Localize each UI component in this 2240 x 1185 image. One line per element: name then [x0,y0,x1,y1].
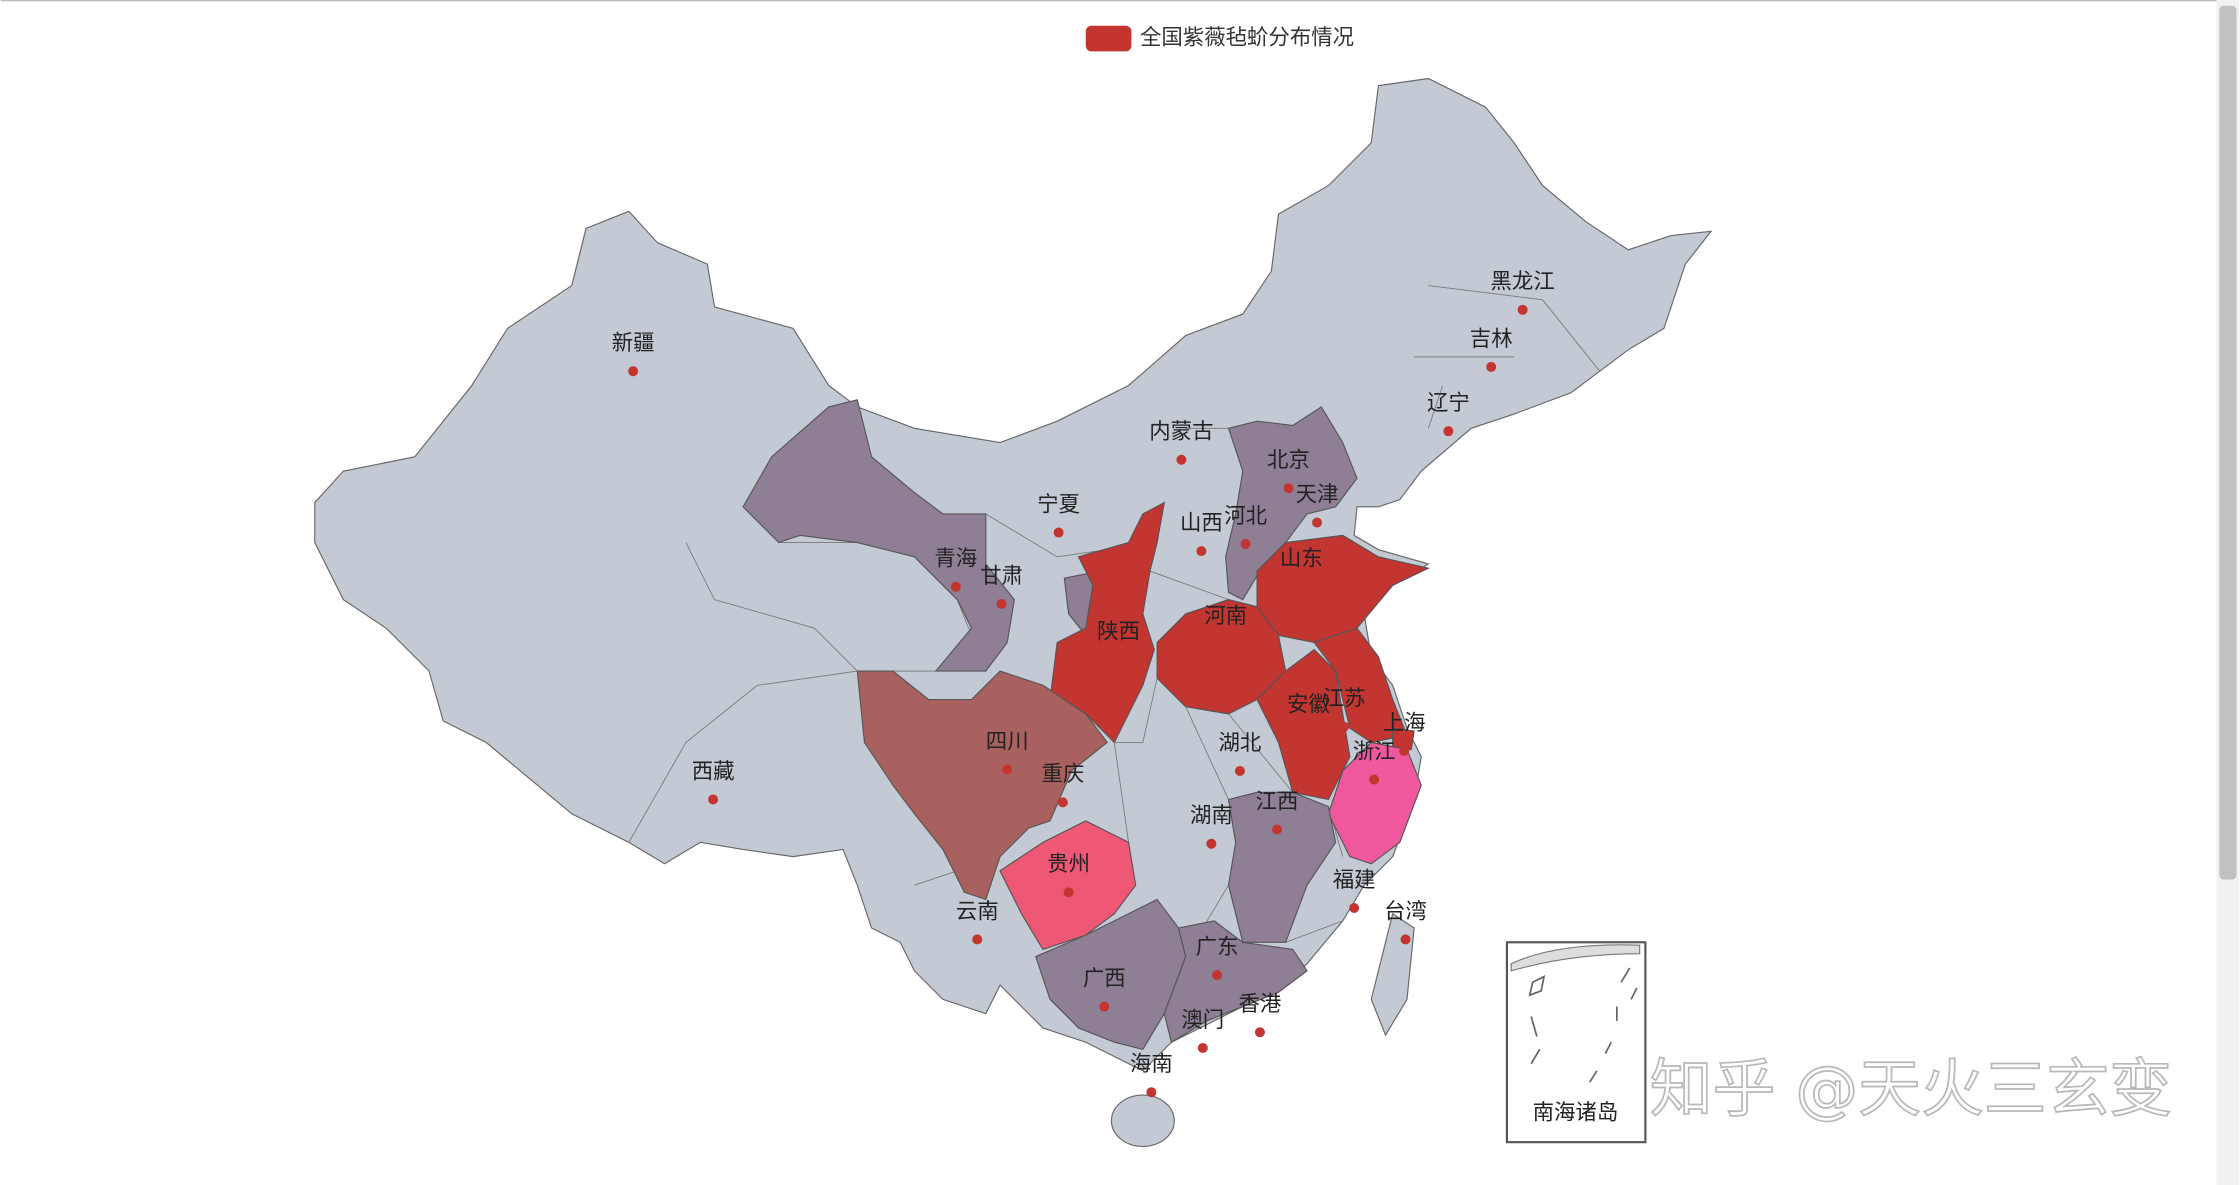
province-marker [1176,454,1187,465]
province-marker [1312,517,1323,528]
province-marker [1212,970,1223,981]
province-marker [1240,538,1251,549]
province-label: 黑龙江 [1491,270,1555,295]
province-label: 河南 [1204,604,1247,629]
province-label: 西藏 [692,759,735,784]
province-label: 青海 [934,547,977,572]
province-marker [1443,426,1454,437]
province-area[interactable] [1049,501,1166,744]
province-marker [1063,887,1074,898]
legend-swatch[interactable] [1085,25,1132,52]
province-marker [1113,654,1124,665]
province-area[interactable] [742,399,1015,672]
watermark: 知乎 @天火三玄变 [1650,1053,2172,1126]
province-marker [1283,483,1294,494]
province-label: 河北 [1224,504,1267,529]
province-label: 上海 [1383,711,1426,736]
province-marker [1303,727,1314,738]
province-marker [1517,304,1528,315]
province-marker [1057,797,1068,808]
inset-land [1510,944,1641,972]
province-label: 内蒙古 [1149,420,1213,445]
province-label: 山西 [1180,511,1223,536]
province-area[interactable] [856,670,1108,901]
province-label: 广西 [1083,966,1126,991]
province-label: 辽宁 [1427,391,1470,416]
province-marker [1400,934,1411,945]
province-label: 澳门 [1181,1008,1224,1033]
province-marker [1146,1087,1157,1098]
province-marker [1206,838,1217,849]
province-marker [996,598,1007,609]
province-label: 甘肃 [980,564,1023,589]
province-marker [1296,581,1307,592]
province-area[interactable] [1225,406,1358,601]
province-area[interactable] [1163,920,1308,1044]
province-marker [1254,1027,1265,1038]
province-area[interactable] [1256,648,1351,801]
island-taiwan [1370,912,1415,1037]
province-label: 台湾 [1384,899,1427,924]
province-marker [972,934,983,945]
province-label: 广东 [1196,935,1239,960]
province-marker [708,794,719,805]
province-label: 四川 [986,729,1029,754]
province-label: 北京 [1267,448,1310,473]
province-marker [1197,1042,1208,1053]
inset-frame [1505,941,1647,1144]
province-marker [950,581,961,592]
province-label: 安徽 [1287,692,1330,717]
province-marker [1099,1001,1110,1012]
province-label: 新疆 [612,331,655,356]
province-label: 吉林 [1470,327,1513,352]
province-marker [1234,765,1245,776]
province-label: 湖北 [1219,731,1262,756]
province-marker [1196,546,1207,557]
province-label: 宁夏 [1037,492,1080,517]
province-marker [1399,745,1410,756]
inset-islands [1528,967,1638,1083]
province-label: 云南 [956,899,999,924]
legend-label[interactable]: 全国紫薇毡蚧分布情况 [1140,26,1354,51]
inset-label: 南海诸岛 [1533,1101,1619,1126]
province-marker [1339,721,1350,732]
province-marker [1349,903,1360,914]
province-marker [1369,774,1380,785]
province-area[interactable] [999,820,1137,951]
island-hainan [1110,1094,1175,1148]
province-marker [1272,824,1283,835]
province-marker [628,366,639,377]
province-label: 福建 [1333,868,1376,893]
scrollbar-thumb[interactable] [2219,5,2237,880]
province-label: 重庆 [1041,762,1084,787]
province-label: 贵州 [1047,852,1090,877]
province-label: 浙江 [1353,739,1396,764]
province-label: 江西 [1256,789,1299,814]
province-label: 天津 [1296,482,1339,507]
south-sea-inset: 南海诸岛 [1505,941,1647,1144]
province-marker [1002,764,1013,775]
province-marker [1053,527,1064,538]
province-label: 香港 [1239,992,1282,1017]
province-label: 湖南 [1190,804,1233,829]
province-label: 山东 [1280,547,1323,572]
province-label: 陕西 [1097,619,1140,644]
province-marker [1220,638,1231,649]
province-area[interactable] [1327,741,1422,865]
province-label: 江苏 [1323,687,1366,712]
province-area[interactable] [1227,791,1337,943]
province-label: 海南 [1130,1052,1173,1077]
province-area[interactable] [1392,727,1415,751]
province-marker [1486,361,1497,372]
